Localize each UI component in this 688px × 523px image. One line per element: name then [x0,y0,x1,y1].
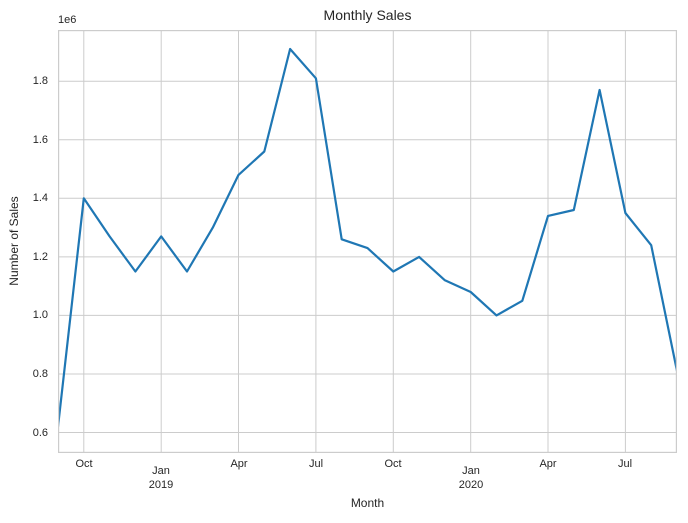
x-tick-month: Apr [539,458,557,470]
line-plot-canvas [58,30,677,453]
x-tick-month: Jul [308,458,324,470]
x-tick-label: Oct [361,457,425,471]
y-tick-label: 1.2 [32,251,48,263]
x-tick-label: Jul [284,457,348,471]
y-tick-label: 0.8 [32,368,48,380]
y-axis-label: Number of Sales [7,196,21,286]
x-axis-label: Month [350,496,385,510]
y-tick-label: 1.6 [32,134,48,146]
y-tick-label: 0.6 [32,427,48,439]
x-tick-label: Jul [593,457,657,471]
chart-title: Monthly Sales [323,7,412,23]
sales-line-series [58,47,677,427]
y-tick-label: 1.0 [32,309,48,321]
x-tick-month: Oct [75,458,93,470]
y-tick-label: 1.4 [32,192,48,204]
x-tick-month: Oct [384,458,402,470]
x-tick-label: Jan 2019 [129,464,193,492]
x-tick-label: Oct [52,457,116,471]
y-tick-label: 1.8 [32,75,48,87]
x-tick-label: Apr [207,457,271,471]
x-tick-label: Apr [516,457,580,471]
x-tick-year: 2019 [148,479,174,491]
axes-spines [58,30,677,453]
x-tick-month: Jul [617,458,633,470]
x-tick-month: Jan [462,465,480,477]
x-tick-year: 2020 [458,479,484,491]
x-tick-month: Jan [152,465,170,477]
plot-area [58,30,677,453]
x-tick-label: Jan 2020 [439,464,503,492]
y-axis-offset-text: 1e6 [58,14,77,26]
x-tick-month: Apr [230,458,248,470]
